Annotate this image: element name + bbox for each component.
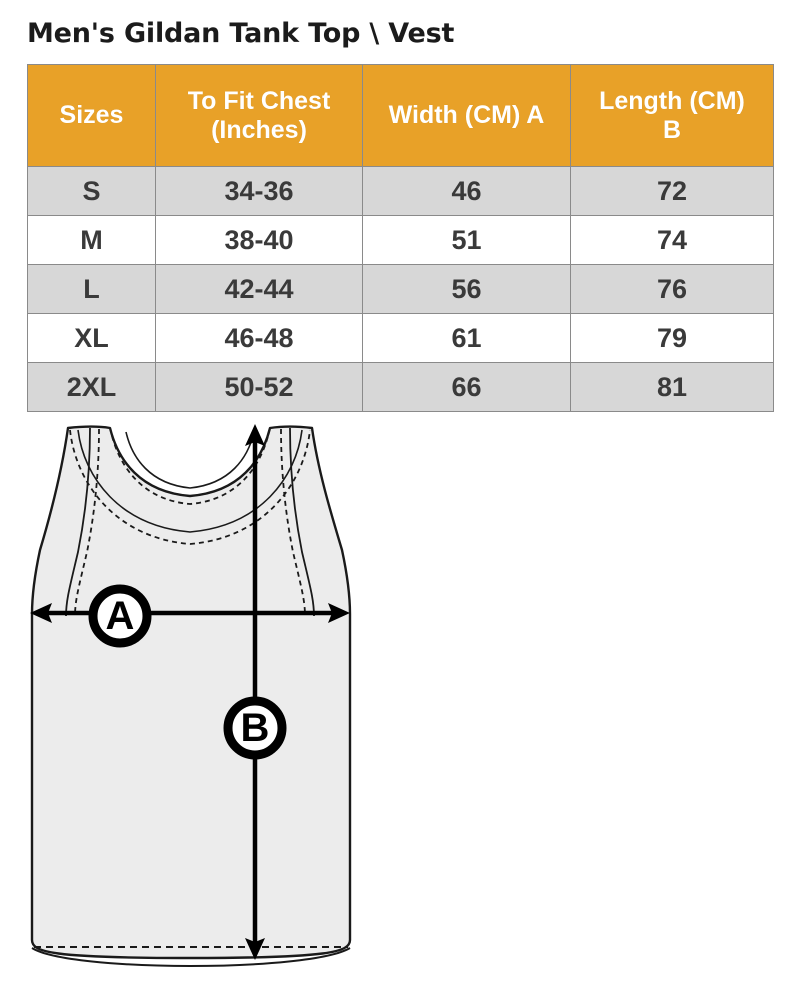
cell-chest: 38-40 [155,215,363,265]
column-header-sizes: Sizes [27,64,156,167]
cell-chest: 46-48 [155,313,363,363]
column-header-length-line2: B [662,115,682,144]
cell-length: 74 [570,215,774,265]
column-header-width-label: Width (CM) A [388,101,545,130]
cell-length: 76 [570,264,774,314]
cell-chest: 42-44 [155,264,363,314]
measurement-badge-b-label: B [241,706,270,750]
left-strap-stitch [74,428,100,617]
measurement-badge-b: B [223,696,287,760]
table-row: M 38-40 51 74 [27,215,774,265]
column-header-chest-line2: (Inches) [211,115,307,144]
cell-width: 66 [362,362,571,412]
neckline-inner-edge [125,431,255,489]
hem-bottom-edge [31,947,351,967]
cell-size: S [27,166,156,216]
column-header-length: Length (CM) B [570,64,774,167]
cell-length: 79 [570,313,774,363]
cell-chest: 50-52 [155,362,363,412]
measurement-badge-a-label: A [106,594,135,638]
cell-size: L [27,264,156,314]
cell-length: 72 [570,166,774,216]
column-header-length-line1: Length (CM) [599,86,745,115]
cell-width: 56 [362,264,571,314]
table-header-row: Sizes To Fit Chest (Inches) Width (CM) A… [27,64,774,167]
cell-size: M [27,215,156,265]
tank-top-body-shape [30,425,352,960]
garment-diagram: A B [0,400,420,985]
cell-width: 51 [362,215,571,265]
page-title: Men's Gildan Tank Top \ Vest [27,18,455,49]
neckline-lower-scoop [77,429,303,533]
cell-size: 2XL [27,362,156,412]
column-header-sizes-label: Sizes [59,101,124,130]
column-header-chest: To Fit Chest (Inches) [155,64,363,167]
cell-chest: 34-36 [155,166,363,216]
size-chart-table: Sizes To Fit Chest (Inches) Width (CM) A… [27,64,774,412]
neckline-lower-stitch [69,429,311,545]
right-strap-seam [289,427,315,617]
table-row: S 34-36 46 72 [27,166,774,216]
cell-length: 81 [570,362,774,412]
table-row: L 42-44 56 76 [27,264,774,314]
column-header-chest-line1: To Fit Chest [187,86,331,115]
table-row: XL 46-48 61 79 [27,313,774,363]
measurement-arrow-b [245,424,265,960]
column-header-width: Width (CM) A [362,64,571,167]
cell-size: XL [27,313,156,363]
left-strap-seam [65,427,91,617]
cell-width: 46 [362,166,571,216]
measurement-badge-a: A [88,584,152,648]
cell-width: 61 [362,313,571,363]
table-row: 2XL 50-52 66 81 [27,362,774,412]
right-strap-stitch [280,428,306,617]
